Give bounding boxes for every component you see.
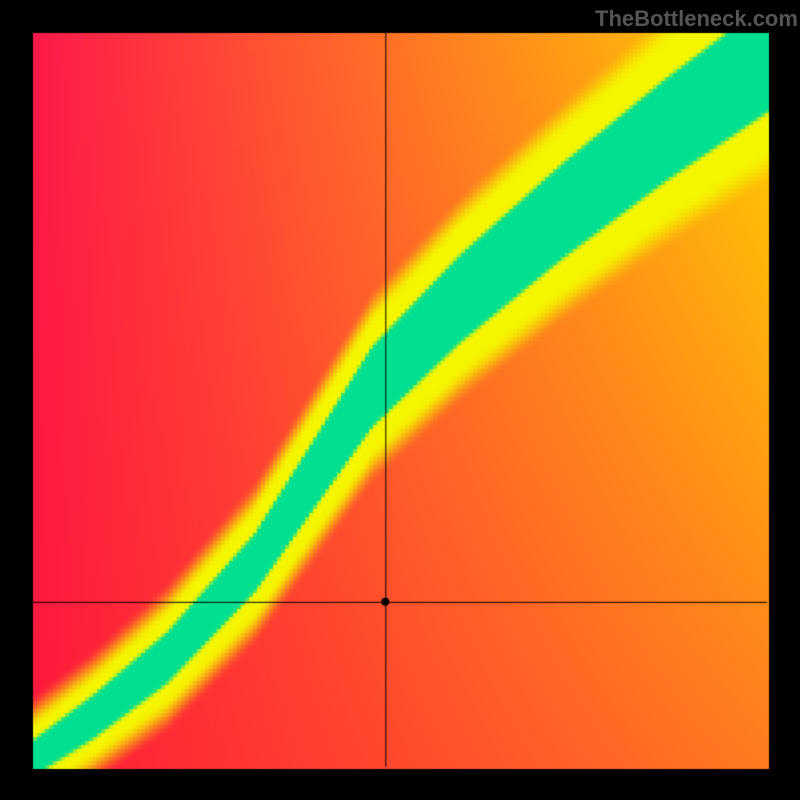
chart-container: TheBottleneck.com (0, 0, 800, 800)
watermark-text: TheBottleneck.com (595, 6, 798, 32)
bottleneck-heatmap (0, 0, 800, 800)
